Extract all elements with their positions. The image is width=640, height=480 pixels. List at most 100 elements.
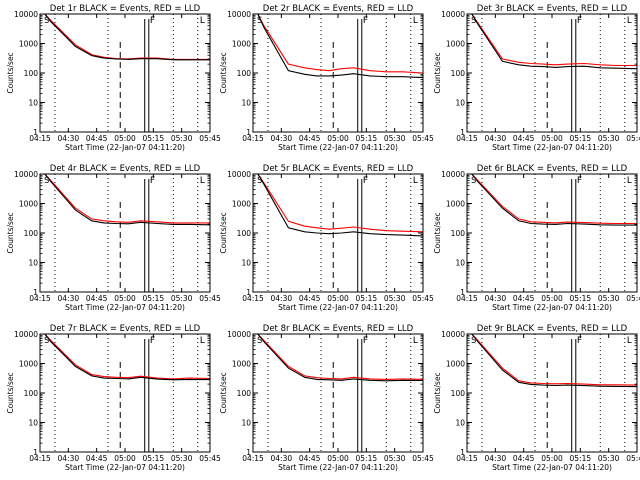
y-tick-label: 1000 [232,200,251,209]
x-tick-label: 05:00 [541,454,563,463]
x-tick-label: 04:15 [29,454,51,463]
series-lld-red-line [40,174,210,224]
y-tick-label: 1 [460,128,465,137]
x-tick-label: 04:15 [456,134,478,143]
x-tick-label: 05:45 [412,294,434,303]
y-tick-label: 1 [460,448,465,457]
y-axis-label: Counts/sec [6,52,15,93]
series-events-black-line [253,14,423,79]
series-events-black-line [40,174,210,226]
x-tick-label: 05:00 [327,294,349,303]
x-tick-label: 05:15 [570,134,592,143]
x-tick-label: 04:15 [456,454,478,463]
x-tick-label: 05:45 [412,454,434,463]
x-tick-label: 05:45 [626,454,640,463]
x-tick-label: 05:45 [199,134,221,143]
x-tick-label: 05:30 [171,134,193,143]
series-lld-red-line [467,14,637,67]
series-events-black-line [467,334,637,388]
x-tick-label: 05:45 [626,294,640,303]
marker-f: F [150,336,155,346]
plot-frame [466,173,638,293]
y-axis-label: Counts/sec [433,372,442,413]
y-tick-label: 10000 [14,330,38,339]
marker-l: L [627,336,632,346]
y-tick-label: 10000 [14,170,38,179]
chart-title: Det 7r BLACK = Events, RED = LLD [50,324,201,334]
y-tick-label: 100 [451,229,466,238]
y-tick-label: 10000 [441,10,465,19]
y-tick-label: 10 [28,99,38,108]
chart-title: Det 8r BLACK = Events, RED = LLD [263,324,414,334]
plot-frame [252,333,424,453]
chart-panel-4: Det 4r BLACK = Events, RED = LLD 1 10 100 10… [6,164,221,312]
x-tick-label: 04:45 [513,134,535,143]
y-tick-label: 10 [241,99,251,108]
marker-s: S [257,176,262,186]
x-tick-label: 05:30 [384,294,406,303]
chart-panel-1: Det 1r BLACK = Events, RED = LLD 1 10 100 10… [6,4,221,152]
series-events-black-line [253,174,423,237]
x-tick-label: 05:45 [412,134,434,143]
y-tick-label: 1000 [446,40,465,49]
y-tick-label: 10 [455,99,465,108]
x-axis-label: Start Time (22-Jan-07 04:11:20) [65,463,185,472]
y-tick-label: 10 [455,419,465,428]
marker-f: F [363,16,368,26]
series-events-black-line [467,174,637,226]
x-tick-label: 05:15 [570,454,592,463]
x-tick-label: 04:30 [485,134,507,143]
x-tick-label: 05:00 [541,294,563,303]
x-tick-label: 05:30 [598,294,620,303]
chart-panel-3: Det 3r BLACK = Events, RED = LLD 1 10 100 10… [433,4,640,152]
plot-frame [39,333,211,453]
x-tick-label: 04:45 [299,454,321,463]
series-events-black-line [40,334,210,381]
x-tick-label: 04:45 [299,134,321,143]
x-tick-label: 05:15 [143,294,165,303]
x-tick-label: 05:00 [114,454,136,463]
chart-panel-2: Det 2r BLACK = Events, RED = LLD 1 10 100 10… [219,4,434,152]
chart-title: Det 1r BLACK = Events, RED = LLD [50,4,201,14]
plot-frame [466,13,638,133]
y-tick-label: 100 [451,389,466,398]
marker-s: S [44,336,49,346]
plot-frame [39,13,211,133]
x-tick-label: 04:15 [242,134,264,143]
x-tick-label: 05:00 [114,294,136,303]
y-tick-label: 1 [246,128,251,137]
x-tick-label: 05:15 [570,294,592,303]
chart-title: Det 4r BLACK = Events, RED = LLD [50,164,201,174]
x-tick-label: 05:15 [356,454,378,463]
x-tick-label: 05:15 [143,134,165,143]
y-tick-label: 1 [33,128,38,137]
marker-l: L [200,176,205,186]
x-tick-label: 05:30 [598,134,620,143]
x-tick-label: 05:30 [384,134,406,143]
y-tick-label: 1000 [232,40,251,49]
y-axis-label: Counts/sec [433,52,442,93]
x-tick-label: 04:30 [271,454,293,463]
x-tick-label: 05:30 [384,454,406,463]
chart-panel-6: Det 6r BLACK = Events, RED = LLD 1 10 100 10… [433,164,640,312]
y-tick-label: 1000 [19,200,38,209]
x-tick-label: 05:15 [356,294,378,303]
plot-frame [39,173,211,293]
x-tick-label: 04:30 [58,454,80,463]
marker-f: F [577,16,582,26]
series-events-black-line [253,334,423,382]
y-axis-label: Counts/sec [219,52,228,93]
marker-l: L [413,16,418,26]
y-tick-label: 1000 [446,360,465,369]
y-tick-label: 1 [460,288,465,297]
x-axis-label: Start Time (22-Jan-07 04:11:20) [492,303,612,312]
x-tick-label: 04:15 [29,294,51,303]
marker-f: F [150,16,155,26]
marker-l: L [413,176,418,186]
x-tick-label: 05:30 [171,454,193,463]
x-tick-label: 04:45 [299,294,321,303]
x-tick-label: 04:30 [271,134,293,143]
x-tick-label: 05:45 [199,294,221,303]
x-tick-label: 05:15 [356,134,378,143]
